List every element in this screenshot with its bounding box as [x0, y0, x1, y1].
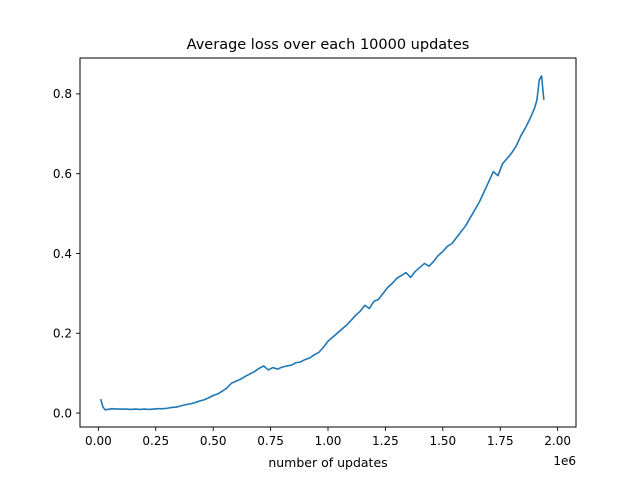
y-tick-label: 0.0 [53, 406, 72, 420]
series-line-0 [99, 75, 545, 411]
x-tick-label: 1.75 [487, 434, 514, 448]
series-layer [99, 75, 545, 411]
x-axis-label: number of updates [268, 455, 387, 470]
y-axis-ticks: 0.0 0.2 0.4 0.6 0.8 [53, 87, 80, 420]
x-tick-label: 2.00 [544, 434, 571, 448]
x-tick-label: 1.25 [372, 434, 399, 448]
y-tick-label: 0.8 [53, 87, 72, 101]
x-tick-label: 0.00 [85, 434, 112, 448]
chart-title: Average loss over each 10000 updates [187, 37, 470, 53]
x-tick-label: 1.00 [315, 434, 342, 448]
x-axis-ticks: 0.00 0.25 0.50 0.75 1.00 1.25 1.50 1.75 2.00 [85, 427, 571, 448]
y-tick-label: 0.4 [53, 247, 72, 261]
x-tick-label: 0.50 [200, 434, 227, 448]
x-tick-label: 0.75 [257, 434, 284, 448]
x-tick-label: 0.25 [142, 434, 169, 448]
y-tick-label: 0.6 [53, 167, 72, 181]
x-tick-label: 1.50 [429, 434, 456, 448]
x-axis-offset-label: 1e6 [553, 454, 576, 468]
plot-area-frame [79, 57, 577, 428]
y-tick-label: 0.2 [53, 327, 72, 341]
